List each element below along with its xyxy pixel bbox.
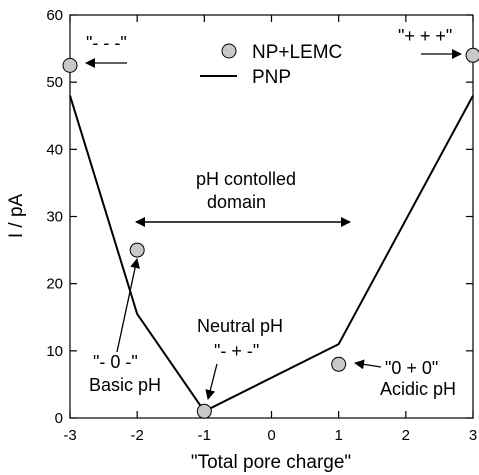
annotation-neutral-title: Neutral pH	[197, 316, 283, 336]
y-tick-label: 10	[46, 343, 63, 360]
legend-label-pnp: PNP	[252, 67, 291, 88]
annotation-neg-label: "- - -"	[86, 33, 127, 53]
y-tick-label: 30	[46, 209, 63, 226]
legend-label-np-lemc: NP+LEMC	[252, 42, 342, 63]
x-axis-title: "Total pore charge"	[191, 452, 351, 473]
x-tick-label: 1	[334, 427, 342, 444]
annotation-domain-line1: pH contolled	[196, 169, 296, 189]
np-lemc-point	[332, 357, 346, 371]
annotation-basic-title: Basic pH	[89, 375, 161, 395]
legend-marker-np-lemc	[222, 44, 236, 58]
y-tick-label: 0	[55, 410, 63, 427]
annotation-acidic-arrow	[355, 363, 381, 367]
annotation-basic-label: "- 0 -"	[93, 352, 138, 372]
y-tick-label: 20	[46, 276, 63, 293]
x-tick-label: -1	[198, 427, 211, 444]
x-tick-label: 2	[402, 427, 410, 444]
annotation-pos-label: "+ + +"	[398, 26, 452, 46]
x-tick-label: -2	[130, 427, 143, 444]
np-lemc-point	[130, 243, 144, 257]
annotation-acidic-title: Acidic pH	[380, 379, 456, 399]
legend: NP+LEMC PNP	[200, 42, 342, 88]
y-tick-label: 40	[46, 141, 63, 158]
x-tick-label: -3	[63, 427, 76, 444]
np-lemc-point	[63, 58, 77, 72]
y-tick-label: 60	[46, 7, 63, 24]
y-axis-title: I / pA	[6, 193, 27, 238]
annotation-acidic-label: "0 + 0"	[385, 358, 438, 378]
annotation-neutral-label: "- + -"	[214, 341, 259, 361]
y-tick-label: 50	[46, 74, 63, 91]
annotation-domain-line2: domain	[207, 192, 266, 212]
x-tick-label: 0	[267, 427, 275, 444]
x-tick-label: 3	[469, 427, 477, 444]
np-lemc-point	[197, 404, 211, 418]
np-lemc-point	[466, 48, 479, 62]
annotation-neutral-arrow	[208, 364, 217, 399]
